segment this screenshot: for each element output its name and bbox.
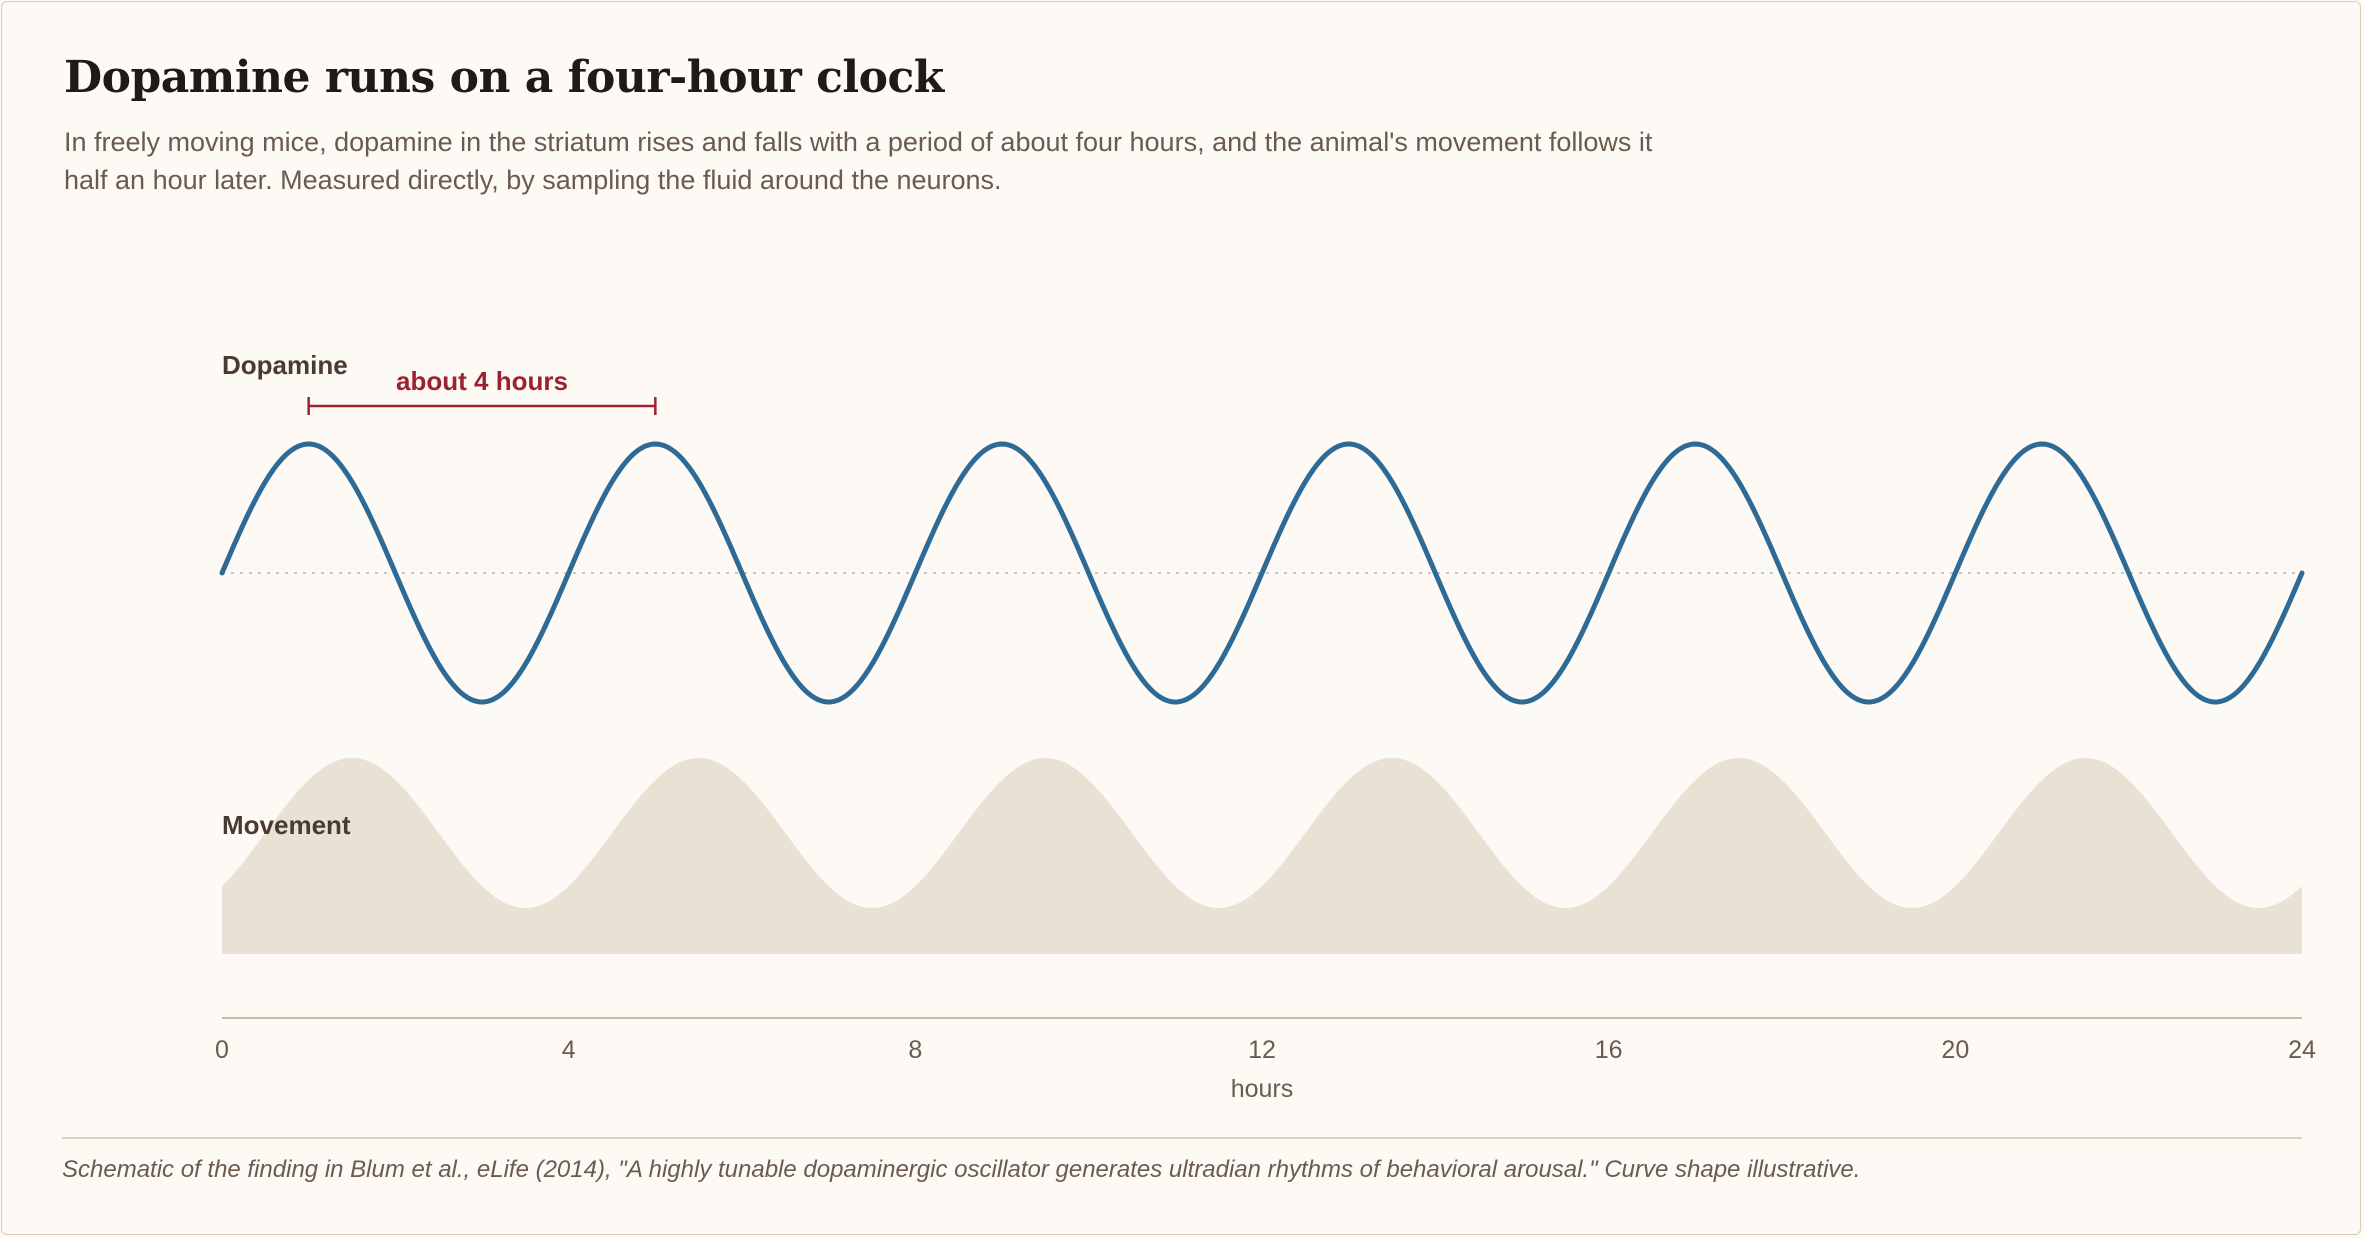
chart-subtitle: In freely moving mice, dopamine in the s…: [64, 127, 1653, 195]
dopamine-series-label: Dopamine: [222, 350, 348, 380]
x-tick-label: 0: [215, 1036, 229, 1064]
chart-title: Dopamine runs on a four-hour clock: [64, 52, 944, 103]
source-note: Schematic of the finding in Blum et al.,…: [62, 1156, 1861, 1183]
period-annotation-label: about 4 hours: [396, 366, 568, 396]
x-tick-label: 16: [1595, 1036, 1623, 1064]
x-axis-label: hours: [1231, 1075, 1294, 1103]
x-tick-label: 20: [1941, 1036, 1969, 1064]
x-axis-ticks: 0 4 8 12 16 20 24: [215, 1036, 2316, 1064]
period-bracket: [307, 397, 657, 415]
x-tick-label: 24: [2288, 1036, 2316, 1064]
movement-series-label: Movement: [222, 810, 351, 840]
footer-divider: [62, 1137, 2302, 1139]
x-tick-label: 4: [562, 1036, 576, 1064]
dopamine-line: [219, 441, 2305, 705]
x-tick-label: 8: [908, 1036, 922, 1064]
movement-area: [222, 758, 2302, 954]
x-tick-label: 12: [1248, 1036, 1276, 1064]
